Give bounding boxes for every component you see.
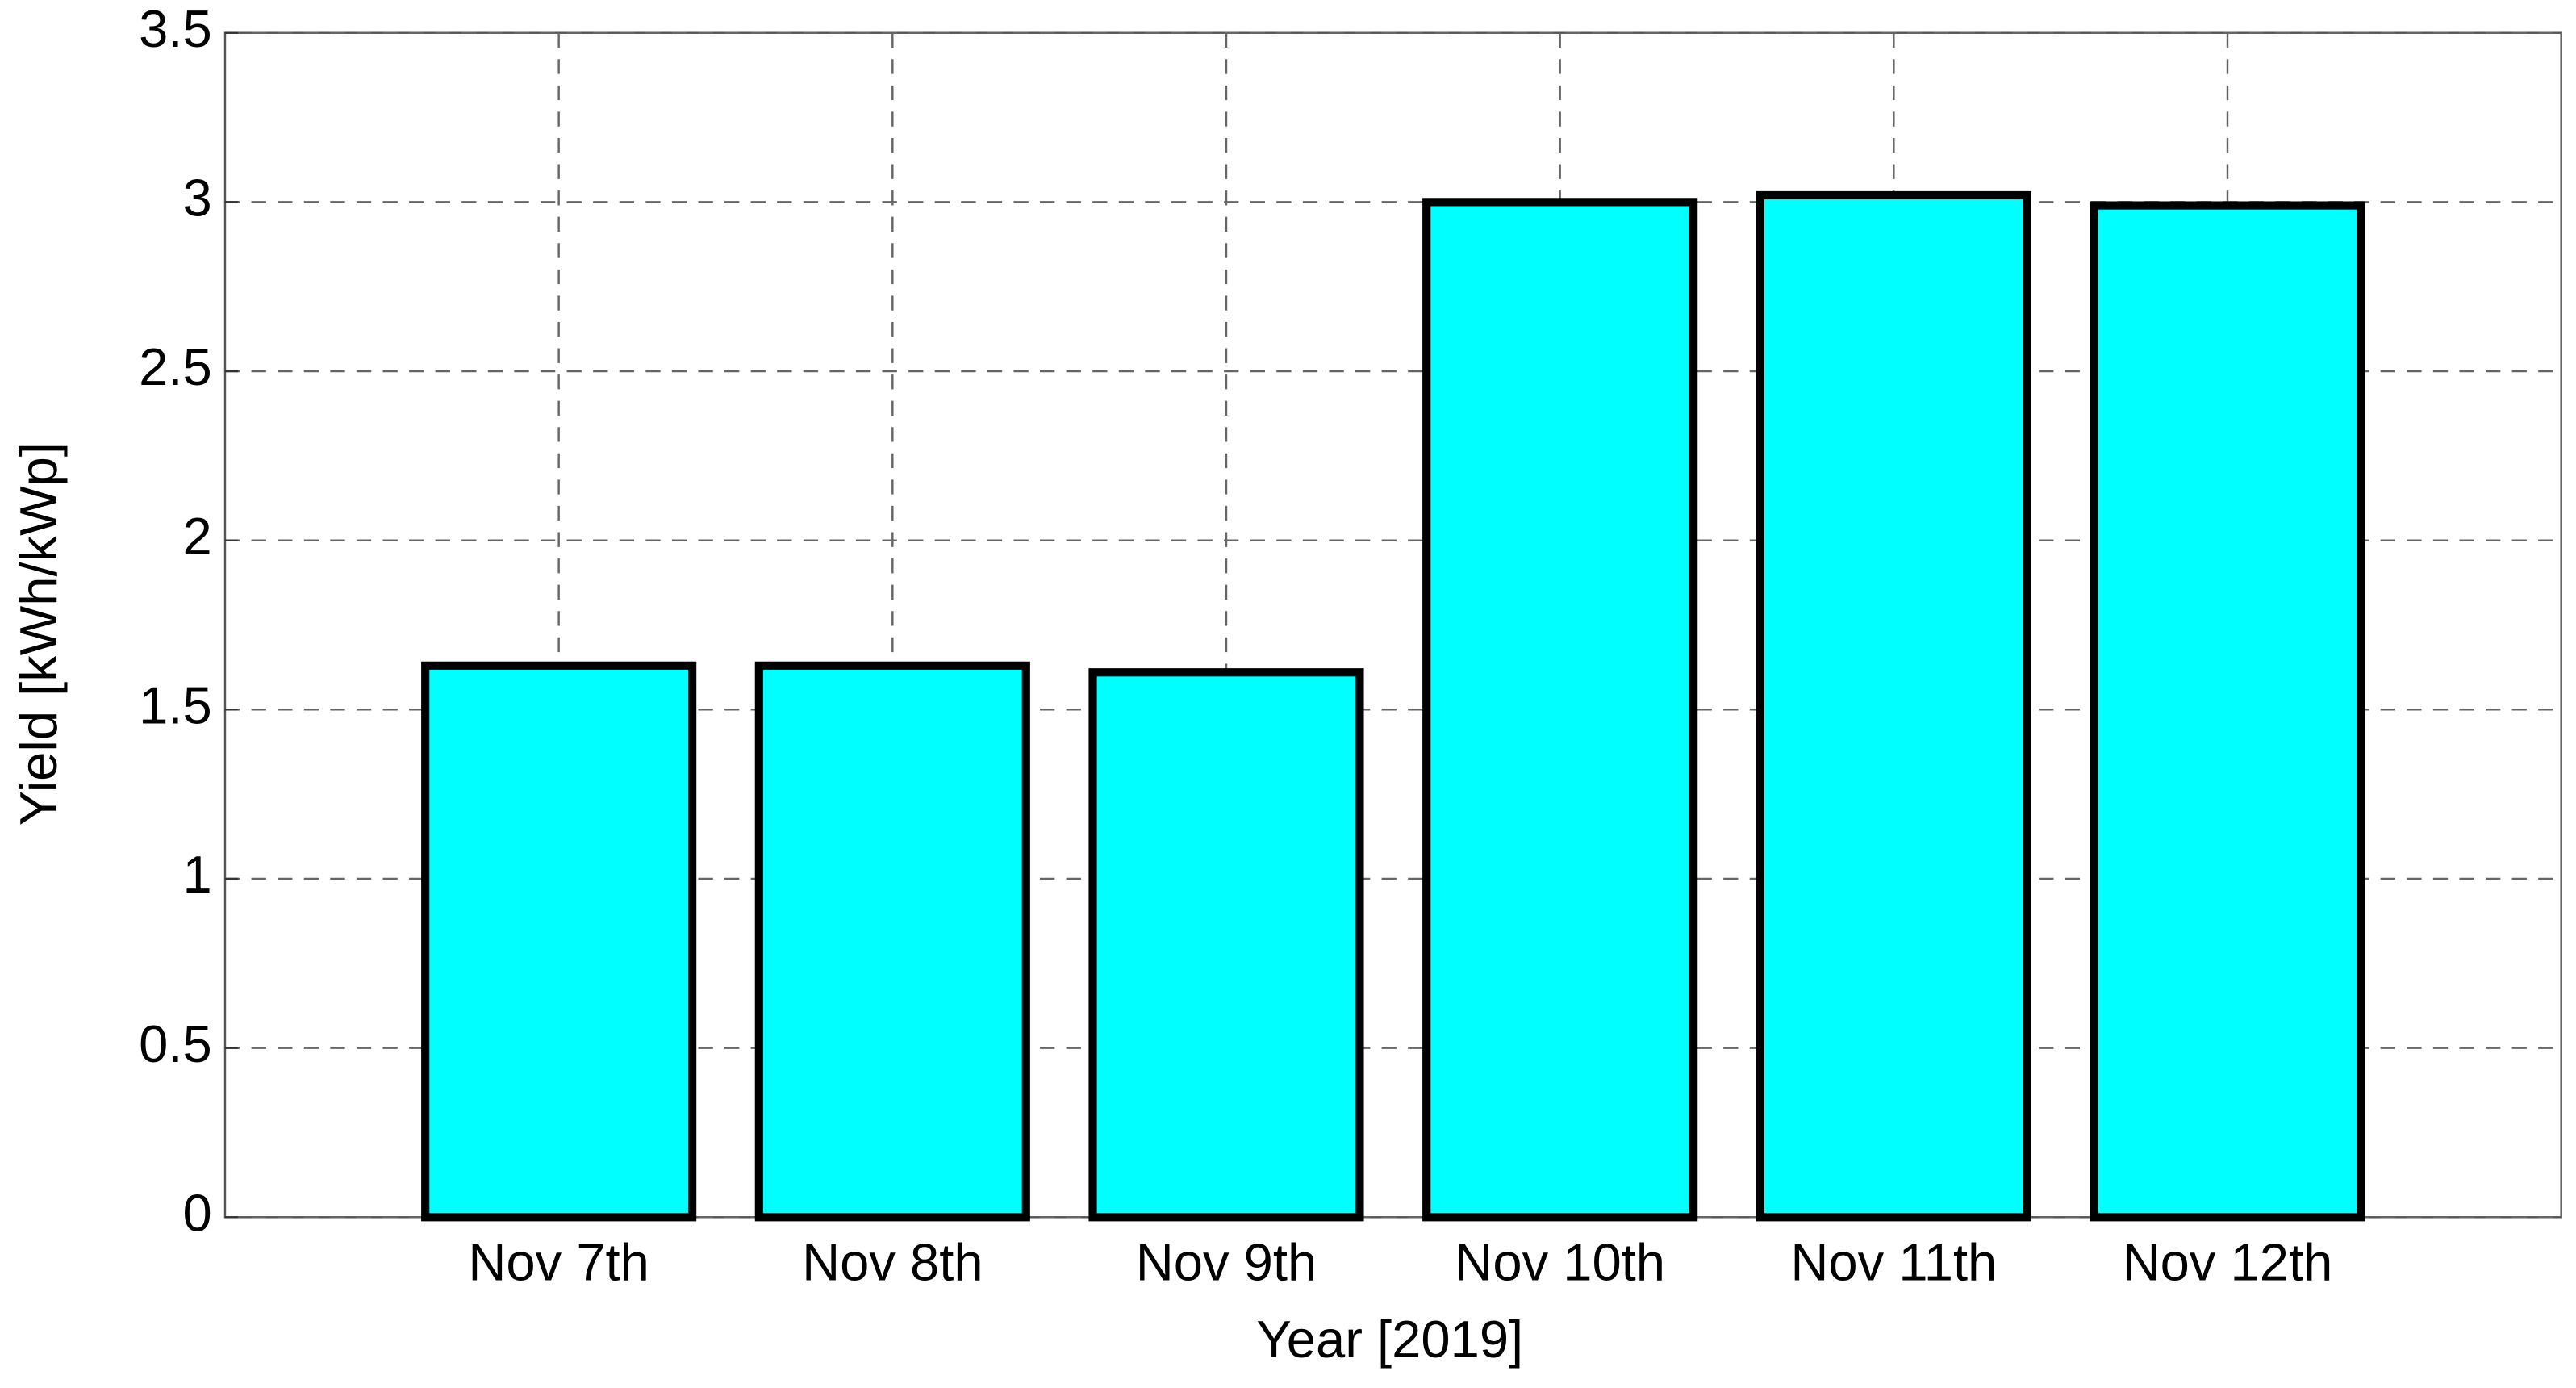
x-axis-label: Year [2019] bbox=[1256, 1310, 1523, 1369]
bar bbox=[1756, 190, 2031, 1222]
x-tick-label: Nov 10th bbox=[1455, 1233, 1665, 1292]
y-tick-label: 3.5 bbox=[139, 0, 212, 58]
y-tick-label: 1.5 bbox=[139, 676, 212, 735]
bar bbox=[1088, 668, 1364, 1222]
x-tick-label: Nov 12th bbox=[2123, 1233, 2333, 1292]
y-tick-label: 0.5 bbox=[139, 1014, 212, 1073]
y-tick-label: 1 bbox=[182, 845, 211, 904]
y-tick-label: 2 bbox=[182, 507, 211, 566]
y-tick-label: 3 bbox=[182, 169, 211, 228]
x-tick-label: Nov 7th bbox=[468, 1233, 649, 1292]
bar bbox=[421, 661, 697, 1222]
x-tick-label: Nov 8th bbox=[802, 1233, 983, 1292]
x-tick-label: Nov 9th bbox=[1136, 1233, 1317, 1292]
y-tick-label: 0 bbox=[182, 1184, 211, 1243]
bar bbox=[2090, 201, 2365, 1222]
bar bbox=[754, 661, 1030, 1222]
x-tick-label: Nov 11th bbox=[1790, 1233, 1997, 1292]
y-axis-label: Yield [kWh/kWp] bbox=[9, 442, 68, 826]
bar bbox=[1422, 198, 1698, 1222]
y-tick-label: 2.5 bbox=[139, 337, 212, 396]
